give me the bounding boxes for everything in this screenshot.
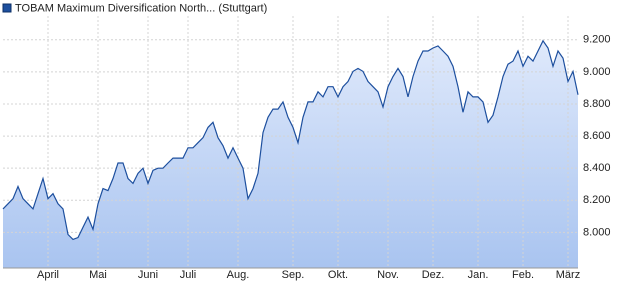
- x-tick-label: Juli: [180, 269, 197, 281]
- x-tick-label: Okt.: [328, 269, 348, 281]
- x-tick-label: Jan.: [468, 269, 489, 281]
- y-tick-label: 8.000: [583, 226, 611, 238]
- x-tick-label: Nov.: [377, 269, 399, 281]
- y-tick-label: 8.400: [583, 162, 611, 174]
- x-tick-label: Juni: [138, 269, 158, 281]
- y-tick-label: 8.600: [583, 130, 611, 142]
- legend-swatch: [2, 3, 12, 13]
- line: [2, 39, 579, 241]
- x-tick-label: Mai: [89, 269, 107, 281]
- area-fill: [3, 40, 578, 268]
- x-tick-label: März: [556, 269, 580, 281]
- y-tick-label: 8.800: [583, 98, 611, 110]
- y-tick-label: 8.200: [583, 194, 611, 206]
- x-tick-label: Sep.: [282, 269, 305, 281]
- x-tick-label: Aug.: [227, 269, 250, 281]
- y-tick-label: 9.200: [583, 34, 611, 46]
- legend-label: TOBAM Maximum Diversification North... (…: [15, 2, 267, 14]
- x-tick-label: Dez.: [422, 269, 445, 281]
- x-tick-label: Feb.: [512, 269, 534, 281]
- y-tick-label: 9.000: [583, 66, 611, 78]
- x-tick-label: April: [37, 269, 59, 281]
